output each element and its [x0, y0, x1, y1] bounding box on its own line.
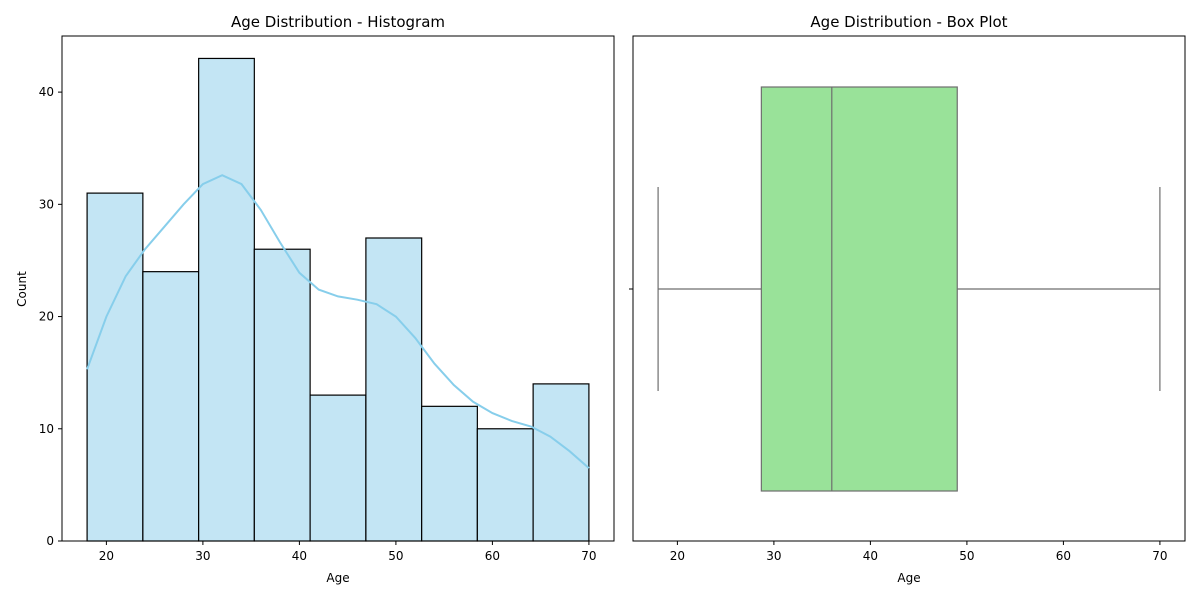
histogram-bar-4	[253, 248, 311, 542]
histogram-bars	[86, 57, 590, 542]
histogram-bar-2	[142, 271, 200, 542]
histogram-title: Age Distribution - Histogram	[231, 13, 445, 31]
histogram-x-tick-label: 60	[485, 549, 500, 563]
histogram-x-tick-label: 30	[195, 549, 210, 563]
histogram-bar-9	[532, 383, 590, 542]
histogram-y-tick-label: 30	[39, 197, 54, 211]
boxplot-x-tick-label: 30	[766, 549, 781, 563]
histogram-x-tick-label: 40	[292, 549, 307, 563]
histogram-x-tick-label: 50	[388, 549, 403, 563]
boxplot-x-tick-label: 60	[1056, 549, 1071, 563]
boxplot-x-tick-label: 50	[959, 549, 974, 563]
histogram-bar-5	[309, 394, 367, 542]
boxplot-x-tick-label: 40	[863, 549, 878, 563]
histogram-y-axis-label: Count	[15, 271, 29, 307]
histogram-y-tick-label: 20	[39, 310, 54, 324]
histogram-x-ticks: 20 30 40 50 60 70	[99, 541, 597, 563]
histogram-panel: Age Distribution - Histogram 20 30 40 50 60 7…	[15, 13, 615, 585]
kde-curve	[86, 174, 590, 469]
boxplot-iqr-box	[760, 86, 958, 492]
histogram-plot-frame	[61, 35, 615, 542]
histogram-bar-3	[198, 57, 255, 542]
boxplot-x-tick-label: 20	[670, 549, 685, 563]
boxplot-x-axis-label: Age	[897, 571, 920, 585]
histogram-bar-6	[365, 237, 423, 542]
histogram-y-tick-label: 10	[39, 422, 54, 436]
boxplot-x-tick-label: 70	[1152, 549, 1167, 563]
histogram-bar-7	[421, 405, 478, 542]
boxplot-marks	[657, 86, 1161, 492]
histogram-bar-1	[86, 192, 144, 542]
histogram-y-ticks: 0 10 20 30 40	[39, 85, 62, 548]
histogram-bar-8	[476, 428, 534, 542]
boxplot-x-ticks: 20 30 40 50 60 70	[670, 541, 1168, 563]
histogram-x-tick-label: 70	[581, 549, 596, 563]
boxplot-panel: Age Distribution - Box Plot 20 30 40 50 60 70…	[629, 13, 1186, 585]
histogram-x-tick-label: 20	[99, 549, 114, 563]
histogram-x-axis-label: Age	[326, 571, 349, 585]
histogram-y-tick-label: 0	[46, 534, 54, 548]
histogram-y-tick-label: 40	[39, 85, 54, 99]
boxplot-title: Age Distribution - Box Plot	[810, 13, 1007, 31]
